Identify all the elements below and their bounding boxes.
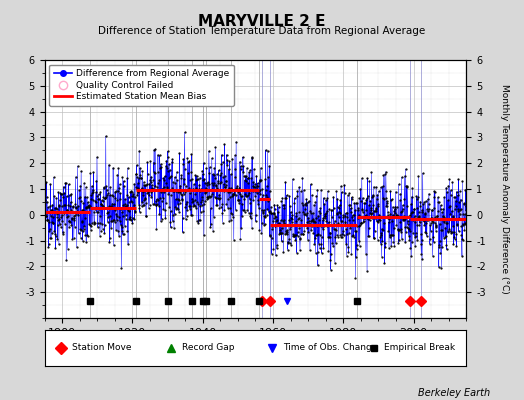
Text: MARYVILLE 2 E: MARYVILLE 2 E	[198, 14, 326, 29]
Text: Berkeley Earth: Berkeley Earth	[418, 388, 490, 398]
Legend: Difference from Regional Average, Quality Control Failed, Estimated Station Mean: Difference from Regional Average, Qualit…	[49, 64, 234, 106]
Y-axis label: Monthly Temperature Anomaly Difference (°C): Monthly Temperature Anomaly Difference (…	[500, 84, 509, 294]
Text: Empirical Break: Empirical Break	[384, 344, 455, 352]
Text: Time of Obs. Change: Time of Obs. Change	[283, 344, 377, 352]
Text: Station Move: Station Move	[72, 344, 132, 352]
Text: Record Gap: Record Gap	[182, 344, 234, 352]
Text: Difference of Station Temperature Data from Regional Average: Difference of Station Temperature Data f…	[99, 26, 425, 36]
